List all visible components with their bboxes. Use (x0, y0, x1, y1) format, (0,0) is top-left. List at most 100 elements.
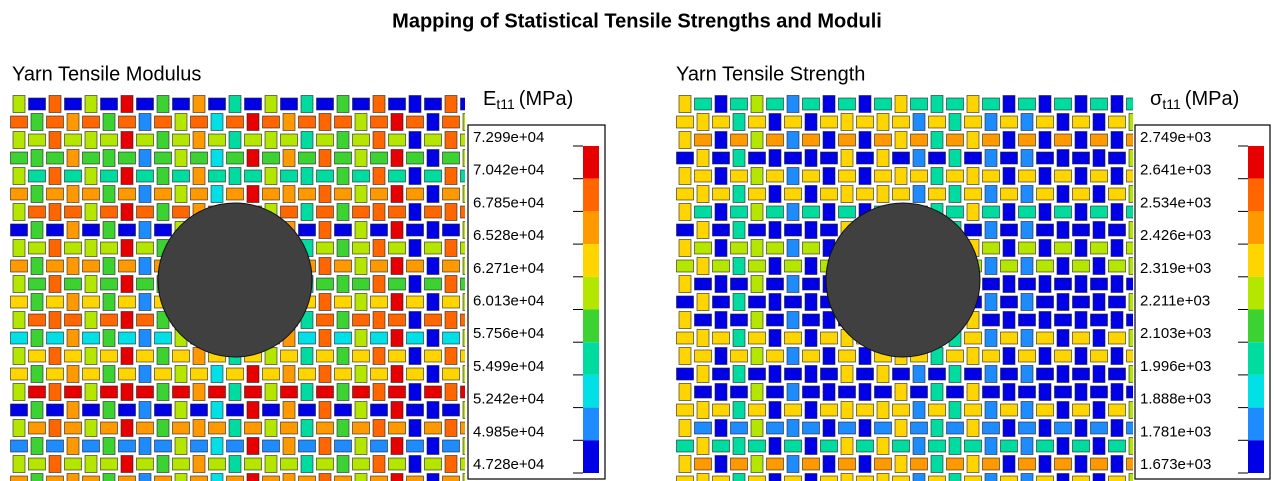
warp-yarn (300, 203, 314, 221)
warp-yarn (1110, 311, 1124, 329)
colorbar-tick-label: 2.103e+03 (1140, 325, 1211, 342)
warp-yarn (804, 437, 818, 455)
weft-yarn (406, 403, 424, 417)
weft-yarn (766, 241, 784, 255)
weft-yarn (856, 367, 874, 381)
weft-yarn (1108, 403, 1126, 417)
warp-yarn (66, 401, 80, 419)
weft-yarn (460, 457, 465, 471)
warp-yarn (786, 167, 800, 185)
warp-yarn (1056, 293, 1070, 311)
colorbar-tick-label: 5.756e+04 (473, 325, 544, 342)
weft-yarn (1072, 439, 1090, 453)
warp-yarn (840, 401, 854, 419)
weft-yarn (1018, 97, 1036, 111)
warp-yarn (48, 311, 62, 329)
warp-yarn (192, 131, 206, 149)
warp-yarn (804, 473, 818, 481)
weft-yarn (1018, 313, 1036, 327)
warp-yarn (1056, 401, 1070, 419)
weft-yarn (712, 187, 730, 201)
weft-yarn (982, 457, 1000, 471)
weft-yarn (1036, 259, 1054, 273)
warp-yarn (282, 365, 296, 383)
warp-yarn (84, 131, 98, 149)
warp-yarn (390, 185, 404, 203)
weft-yarn (28, 241, 46, 255)
warp-yarn (390, 329, 404, 347)
warp-yarn (318, 473, 332, 481)
warp-yarn (804, 221, 818, 239)
weft-yarn (244, 133, 262, 147)
warp-yarn (120, 347, 134, 365)
warp-yarn (1074, 167, 1088, 185)
weft-yarn (298, 331, 316, 345)
weft-yarn (190, 367, 208, 381)
warp-yarn (318, 329, 332, 347)
weft-yarn (208, 385, 226, 399)
weft-yarn (1108, 151, 1126, 165)
weft-yarn (64, 97, 82, 111)
weft-yarn (64, 385, 82, 399)
warp-yarn (768, 437, 782, 455)
warp-yarn (1128, 293, 1133, 311)
warp-yarn (1110, 203, 1124, 221)
warp-yarn (912, 149, 926, 167)
warp-yarn (336, 95, 350, 113)
warp-yarn (894, 383, 908, 401)
warp-yarn (354, 221, 368, 239)
warp-yarn (768, 185, 782, 203)
weft-yarn (334, 439, 352, 453)
weft-yarn (460, 241, 465, 255)
warp-yarn (210, 149, 224, 167)
weft-yarn (1126, 133, 1133, 147)
weft-yarn (100, 205, 118, 219)
warp-yarn (1128, 113, 1133, 131)
weft-yarn (730, 205, 748, 219)
warp-yarn (102, 257, 116, 275)
warp-yarn (102, 149, 116, 167)
warp-yarn (156, 383, 170, 401)
weft-yarn (352, 421, 370, 435)
weft-yarn (316, 241, 334, 255)
warp-yarn (678, 203, 692, 221)
warp-yarn (768, 257, 782, 275)
warp-yarn (300, 167, 314, 185)
warp-yarn (1038, 167, 1052, 185)
weft-yarn (460, 169, 465, 183)
weft-yarn (172, 349, 190, 363)
warp-yarn (714, 347, 728, 365)
warp-yarn (336, 239, 350, 257)
weft-yarn (676, 403, 694, 417)
weft-yarn (1090, 421, 1108, 435)
weft-yarn (226, 367, 244, 381)
weft-yarn (316, 169, 334, 183)
warp-yarn (408, 167, 422, 185)
warp-yarn (12, 275, 26, 293)
colorbar-segment (1248, 309, 1264, 343)
warp-yarn (1056, 221, 1070, 239)
warp-yarn (732, 293, 746, 311)
warp-yarn (750, 311, 764, 329)
weft-yarn (874, 421, 892, 435)
warp-yarn (246, 437, 260, 455)
warp-yarn (1056, 437, 1070, 455)
warp-yarn (804, 185, 818, 203)
weft-yarn (406, 295, 424, 309)
warp-yarn (948, 113, 962, 131)
weft-yarn (172, 205, 190, 219)
weft-yarn (712, 223, 730, 237)
warp-yarn (462, 329, 465, 347)
warp-yarn (912, 401, 926, 419)
warp-yarn (840, 149, 854, 167)
weft-yarn (1018, 241, 1036, 255)
warp-yarn (408, 311, 422, 329)
warp-yarn (1110, 383, 1124, 401)
weft-yarn (118, 367, 136, 381)
warp-yarn (354, 365, 368, 383)
weft-yarn (1072, 115, 1090, 129)
warp-yarn (12, 455, 26, 473)
weft-yarn (730, 313, 748, 327)
colorbar-segment (583, 374, 599, 408)
weft-yarn (676, 115, 694, 129)
